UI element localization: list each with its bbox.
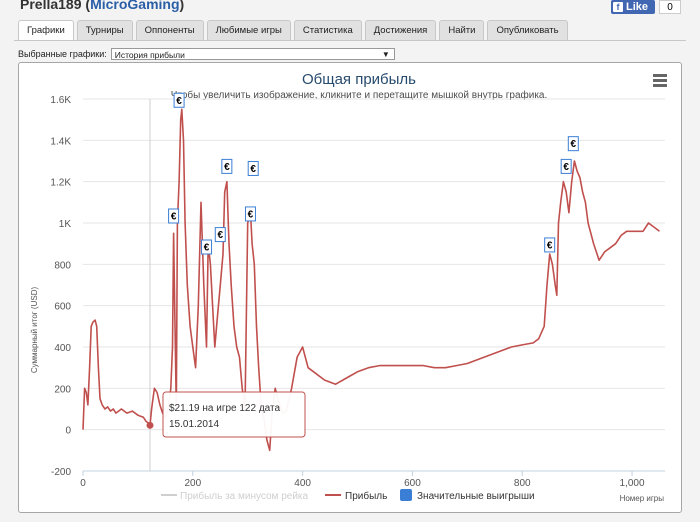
big-win-symbol: € — [248, 209, 254, 220]
network-close-paren: ) — [179, 0, 185, 12]
legend-item-big-wins[interactable]: Значительные выигрыши — [400, 489, 535, 502]
big-win-marker: € — [247, 160, 259, 176]
big-win-symbol: € — [563, 162, 569, 173]
big-win-symbol: € — [571, 139, 577, 150]
chart-selector-label: Выбранные графики: — [18, 49, 107, 59]
chart-menu-icon[interactable] — [653, 74, 667, 87]
facebook-like-button[interactable]: f Like — [611, 0, 655, 14]
tab-achievements[interactable]: Достижения — [364, 20, 437, 40]
y-tick-label: 400 — [54, 343, 71, 354]
menu-bar — [653, 84, 667, 87]
player-name: Prella189 — [20, 0, 82, 12]
chart-panel: Общая прибыль Чтобы увеличить изображени… — [18, 62, 682, 513]
tab-opponents[interactable]: Оппоненты — [135, 20, 204, 40]
big-win-flag — [247, 160, 259, 176]
big-win-flag — [201, 239, 213, 255]
big-win-markers: € € € € € € € € € € — [168, 92, 579, 255]
y-axis-ticks: -200 0 200 400 600 800 1K 1.2K 1.4K 1.6K — [50, 95, 71, 478]
tab-find[interactable]: Найти — [439, 20, 485, 40]
big-win-marker: € — [168, 208, 180, 224]
y-tick-label: 1K — [59, 219, 72, 230]
legend-swatch-big-wins — [400, 489, 412, 501]
big-win-flag — [221, 158, 233, 174]
chart-selector-dropdown[interactable]: История прибыли ▼ — [110, 48, 395, 60]
network-open-paren: ( — [81, 0, 91, 12]
x-tick-label: 800 — [514, 478, 531, 489]
x-tick-label: 0 — [80, 478, 86, 489]
legend-label-profit: Прибыль — [345, 490, 387, 502]
big-win-symbol: € — [224, 162, 230, 173]
x-axis-label: Номер игры — [620, 494, 665, 503]
chart-subtitle: Чтобы увеличить изображение, кликните и … — [171, 89, 548, 101]
big-win-flag — [567, 136, 579, 152]
tooltip-box — [162, 391, 306, 438]
plot-area — [82, 108, 660, 452]
chart-title: Общая прибыль — [302, 71, 416, 88]
big-win-symbol: € — [250, 164, 256, 175]
profit-chart[interactable]: Общая прибыль Чтобы увеличить изображени… — [19, 63, 681, 512]
chart-selector-row: Выбранные графики: История прибыли ▼ — [18, 48, 395, 60]
y-axis-label: Суммарный итог (USD) — [30, 287, 39, 374]
chart-selector-value: История прибыли — [114, 50, 185, 60]
hover-point — [146, 421, 154, 429]
big-win-flag — [168, 208, 180, 224]
y-tick-label: -200 — [51, 467, 71, 478]
y-tick-label: 0 — [65, 426, 71, 437]
legend-item-rake[interactable]: Прибыль за минусом рейка — [161, 490, 309, 502]
facebook-like-count: 0 — [659, 0, 681, 14]
big-win-symbol: € — [176, 96, 182, 107]
menu-bar — [653, 79, 667, 82]
x-tick-label: 600 — [404, 478, 421, 489]
big-win-symbol: € — [547, 240, 553, 251]
facebook-like-label: Like — [626, 1, 649, 13]
big-win-symbol: € — [171, 212, 177, 223]
tab-publish[interactable]: Опубликовать — [487, 20, 568, 40]
x-tick-label: 1,000 — [620, 478, 645, 489]
big-win-marker: € — [201, 239, 213, 255]
big-win-marker: € — [560, 158, 572, 174]
y-tick-label: 1.2K — [50, 178, 71, 189]
tab-favorite-games[interactable]: Любимые игры — [206, 20, 291, 40]
big-win-marker: € — [214, 227, 226, 243]
tab-bar: Графики Турниры Оппоненты Любимые игры С… — [18, 20, 568, 40]
network-link[interactable]: MicroGaming — [90, 0, 180, 12]
menu-bar — [653, 74, 667, 77]
big-win-flag — [544, 237, 556, 253]
player-title: Prella189 (MicroGaming) — [20, 0, 184, 12]
big-win-flag — [560, 158, 572, 174]
big-win-marker: € — [173, 92, 185, 108]
big-win-flag — [214, 227, 226, 243]
dropdown-arrow-icon: ▼ — [381, 50, 390, 59]
big-win-marker: € — [544, 237, 556, 253]
big-win-marker: € — [567, 136, 579, 152]
tooltip-line2: 15.01.2014 — [169, 419, 219, 430]
tab-tournaments[interactable]: Турниры — [76, 20, 133, 40]
tooltip-line1: $21.19 на игре 122 дата — [169, 403, 280, 414]
y-tick-label: 1.6K — [50, 95, 71, 106]
legend-label-big-wins: Значительные выигрыши — [417, 491, 535, 502]
tab-divider — [14, 40, 686, 41]
big-win-flag — [244, 206, 256, 222]
legend-item-profit[interactable]: Прибыль — [325, 490, 387, 502]
y-tick-label: 600 — [54, 302, 71, 313]
facebook-icon: f — [613, 2, 623, 12]
tab-charts[interactable]: Графики — [18, 20, 74, 40]
big-win-marker: € — [221, 158, 233, 174]
big-win-flag — [173, 92, 185, 108]
y-tick-label: 1.4K — [50, 136, 71, 147]
tooltip: $21.19 на игре 122 дата 15.01.2014 — [162, 391, 306, 438]
big-win-marker: € — [244, 206, 256, 222]
tab-statistics[interactable]: Статистика — [293, 20, 362, 40]
big-win-symbol: € — [217, 230, 223, 241]
x-tick-label: 400 — [294, 478, 311, 489]
y-tick-label: 800 — [54, 260, 71, 271]
legend-label-rake: Прибыль за минусом рейка — [180, 490, 309, 502]
x-axis-ticks: 0 200 400 600 800 1,000 — [80, 471, 645, 489]
x-tick-label: 200 — [184, 478, 201, 489]
page-header: Prella189 (MicroGaming) f Like 0 — [0, 0, 700, 14]
y-tick-label: 200 — [54, 384, 71, 395]
legend: Прибыль за минусом рейка Прибыль Значите… — [161, 489, 535, 502]
big-win-symbol: € — [204, 243, 210, 254]
